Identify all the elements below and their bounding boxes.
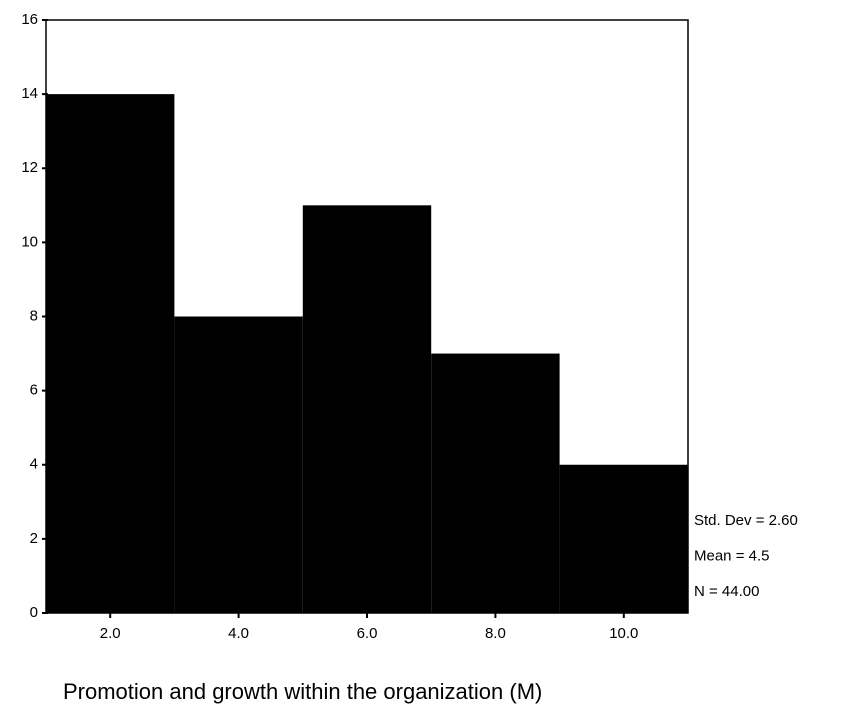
bar [431, 353, 560, 613]
y-tick-label: 10 [21, 233, 38, 250]
stat-annotation: Mean = 4.5 [694, 547, 769, 564]
bar [46, 94, 175, 613]
bar [559, 464, 688, 613]
y-tick-label: 16 [21, 11, 38, 28]
x-tick-label: 10.0 [609, 625, 638, 642]
y-tick-label: 12 [21, 159, 38, 176]
stat-annotation: Std. Dev = 2.60 [694, 512, 798, 529]
x-tick-label: 6.0 [357, 625, 378, 642]
x-tick-label: 4.0 [228, 625, 249, 642]
y-tick-label: 6 [30, 382, 38, 399]
y-tick-label: 0 [30, 604, 38, 621]
x-tick-label: 2.0 [100, 625, 121, 642]
y-tick-label: 8 [30, 307, 38, 324]
y-tick-label: 2 [30, 530, 38, 547]
x-tick-label: 8.0 [485, 625, 506, 642]
y-tick-label: 4 [30, 456, 38, 473]
bar [174, 316, 303, 613]
y-tick-label: 14 [21, 85, 38, 102]
bar [302, 205, 432, 613]
stat-annotation: N = 44.00 [694, 583, 759, 600]
x-axis-label: Promotion and growth within the organiza… [63, 679, 542, 704]
